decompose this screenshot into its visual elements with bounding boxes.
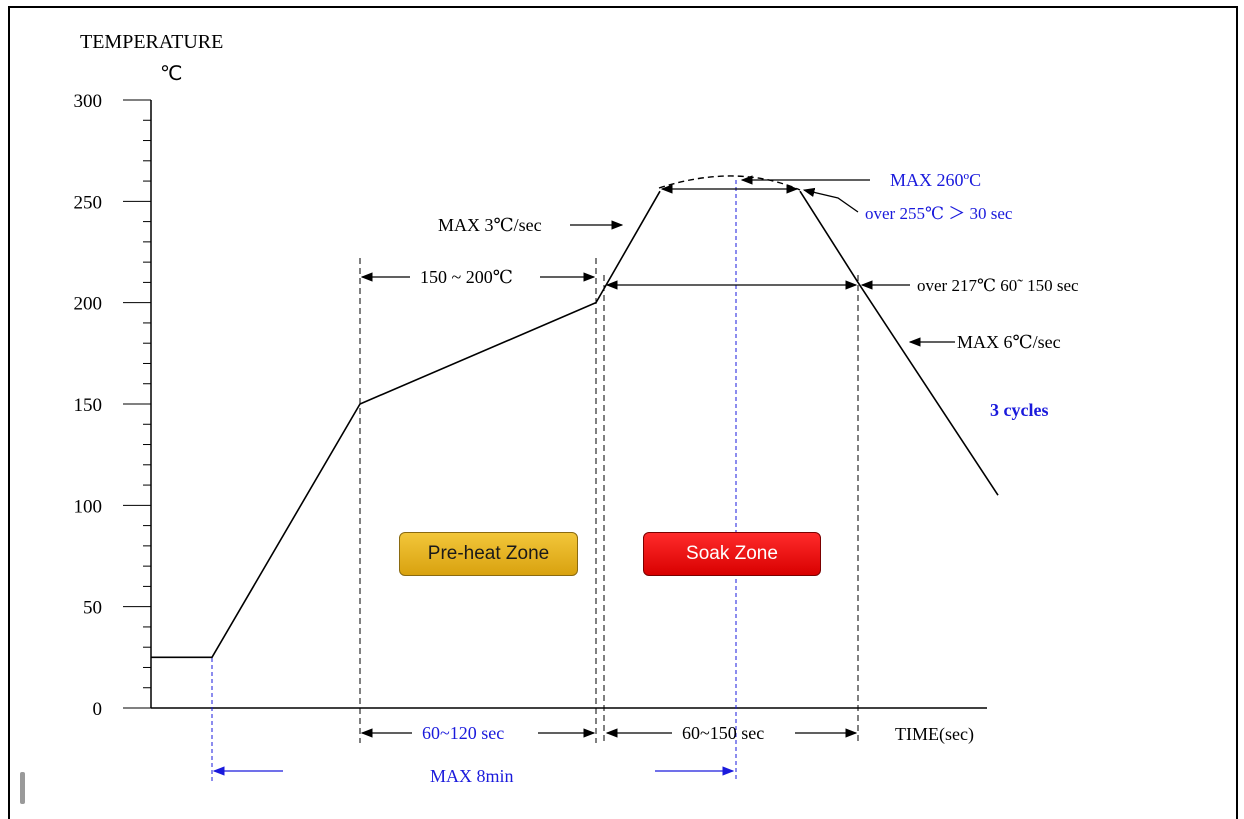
preheat-zone-badge: Pre-heat Zone xyxy=(399,532,578,576)
annotation-max-ramp-down: MAX 6℃/sec xyxy=(957,332,1061,352)
y-tick-label: 200 xyxy=(74,294,103,315)
annotation-preheat-time: 60~120 sec xyxy=(422,723,504,743)
annotation-over-255: over 255℃ ＞ 30 sec xyxy=(865,204,1013,223)
side-marker xyxy=(20,772,25,804)
soak-zone-badge: Soak Zone xyxy=(643,532,821,576)
y-tick-label: 100 xyxy=(74,496,103,517)
peak-arc xyxy=(658,175,801,191)
annotation-max-peak: MAX 260ºC xyxy=(890,170,981,190)
y-ticks xyxy=(123,99,151,709)
y-tick-label: 150 xyxy=(74,395,103,416)
annotation-soak-time: 60~150 sec xyxy=(682,723,764,743)
page-frame xyxy=(8,6,1238,819)
y-tick-label: 300 xyxy=(74,91,103,112)
annotation-max-ramp-up: MAX 3℃/sec xyxy=(438,215,542,235)
y-axis-unit: ℃ xyxy=(160,63,182,85)
annotation-cycles: 3 cycles xyxy=(990,400,1048,420)
annotation-over-217: over 217℃ 60˜ 150 sec xyxy=(917,276,1079,295)
y-tick-label: 250 xyxy=(74,192,103,213)
annotation-preheat-range: 150 ~ 200℃ xyxy=(420,267,513,287)
y-tick-label: 50 xyxy=(83,598,102,619)
x-axis-title: TIME(sec) xyxy=(895,724,974,745)
y-tick-labels: 0 50 100 150 200 250 300 xyxy=(74,91,103,720)
annotation-max-total: MAX 8min xyxy=(430,766,514,786)
y-axis-title: TEMPERATURE xyxy=(80,31,223,53)
arrow-255-label xyxy=(802,187,859,213)
series-line xyxy=(151,190,999,659)
y-tick-label: 0 xyxy=(93,699,103,720)
